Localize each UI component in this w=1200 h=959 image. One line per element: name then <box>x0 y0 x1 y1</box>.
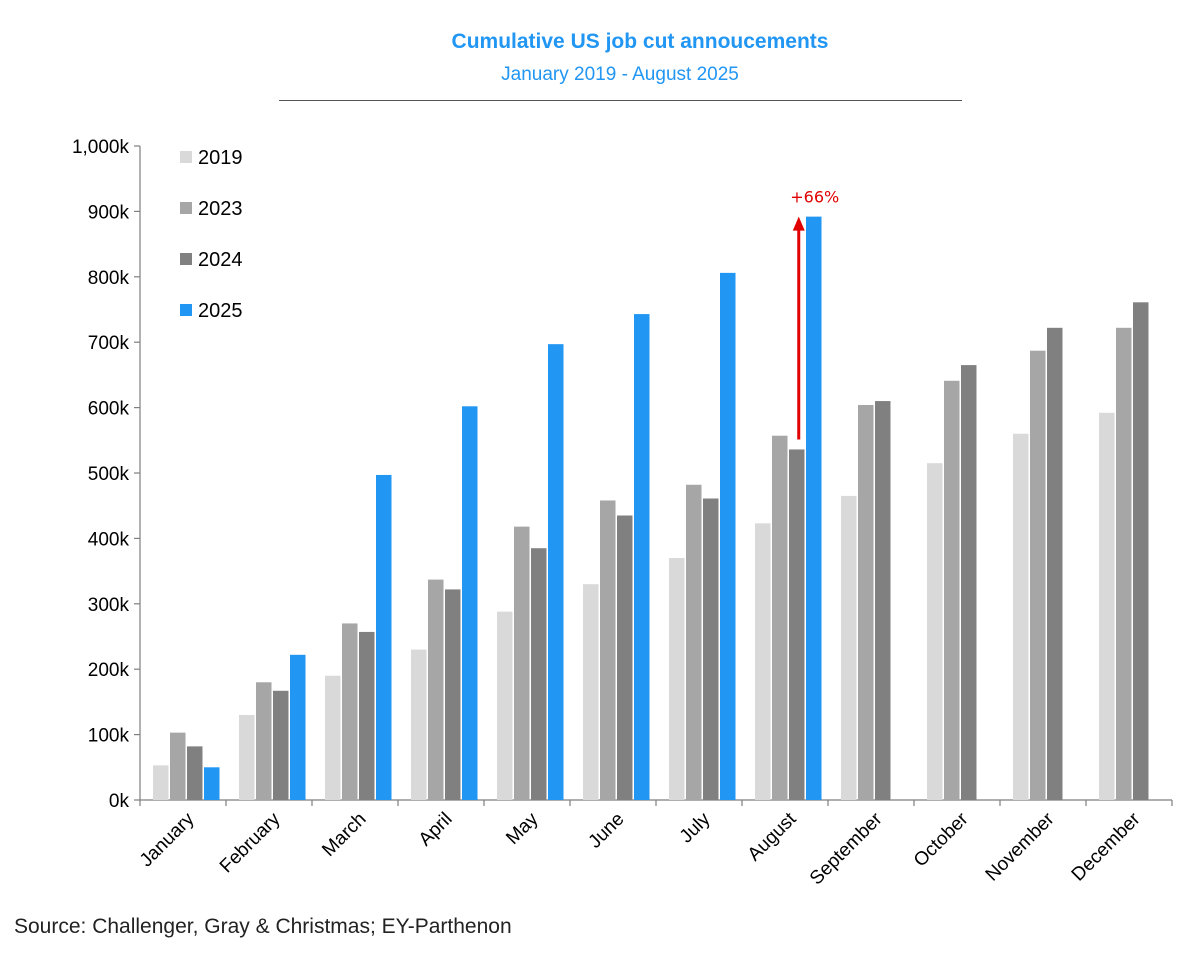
bar <box>462 406 478 800</box>
y-tick-label: 1,000k <box>72 137 130 158</box>
legend-label: 2025 <box>198 300 243 322</box>
x-tick-label: September <box>806 808 887 889</box>
bar-series-2025 <box>204 216 822 801</box>
x-tick-label: April <box>415 809 457 851</box>
bar <box>342 623 358 800</box>
legend-label: 2023 <box>198 198 243 220</box>
bar <box>376 474 392 800</box>
legend-swatch <box>180 304 192 316</box>
bar <box>514 526 530 800</box>
chart-subtitle: January 2019 - August 2025 <box>501 64 739 85</box>
legend-label: 2019 <box>198 147 243 169</box>
bar <box>1030 350 1046 800</box>
bar <box>256 682 272 800</box>
chart-title: Cumulative US job cut annoucements <box>451 30 829 53</box>
bar <box>944 380 960 800</box>
x-tick-label: February <box>216 808 285 877</box>
x-tick-label: March <box>318 809 370 861</box>
annotation-label: +66% <box>790 188 839 207</box>
bar <box>755 523 771 800</box>
bar <box>617 515 633 800</box>
x-tick-label: August <box>744 808 801 865</box>
bar <box>634 314 650 800</box>
bar <box>720 272 736 801</box>
y-tick-label: 900k <box>88 202 130 223</box>
bar <box>583 584 599 800</box>
legend-swatch <box>180 253 192 265</box>
y-tick-label: 800k <box>88 268 130 289</box>
bar <box>686 484 702 800</box>
bar <box>703 498 719 800</box>
bar <box>187 746 203 800</box>
legend-label: 2024 <box>198 249 243 271</box>
y-tick-label: 700k <box>88 333 130 354</box>
source-note: Source: Challenger, Gray & Christmas; EY… <box>14 915 512 938</box>
x-tick-label: January <box>136 808 199 871</box>
bar <box>204 767 220 800</box>
y-tick-label: 100k <box>88 726 130 747</box>
x-tick-label: May <box>502 808 543 849</box>
y-tick-label: 300k <box>88 595 130 616</box>
bar <box>273 690 289 800</box>
x-tick-label: October <box>910 808 973 871</box>
annotation-arrow-head <box>792 216 805 231</box>
title-divider <box>279 100 962 101</box>
bar-series-2023 <box>170 327 1132 800</box>
bar <box>772 435 788 800</box>
bar <box>1013 433 1029 800</box>
bar <box>153 765 169 800</box>
bar <box>806 216 822 800</box>
bar <box>290 654 306 800</box>
legend-swatch <box>180 151 192 163</box>
bar <box>789 449 805 800</box>
y-tick-label: 400k <box>88 529 130 550</box>
x-tick-label: December <box>1068 808 1145 885</box>
legend: 2019 2023 2024 2025 <box>180 147 243 322</box>
bar <box>669 558 685 800</box>
x-tick-label: November <box>982 808 1059 885</box>
bar <box>841 495 857 800</box>
bar <box>359 631 375 800</box>
bar <box>239 714 255 800</box>
bar <box>1133 302 1149 800</box>
y-tick-label: 500k <box>88 464 130 485</box>
bar <box>497 611 513 800</box>
bar <box>1116 327 1132 800</box>
bar-series-2019 <box>153 412 1115 800</box>
x-axis: January February March April May June July Augu… <box>136 799 1173 889</box>
y-tick-label: 0k <box>109 791 130 812</box>
legend-swatch <box>180 202 192 214</box>
bar <box>927 463 943 800</box>
y-axis: 0k 100k 200k 300k 400k 500k 600k 700k 800k 900k 1,… <box>72 137 141 812</box>
bar <box>1099 412 1115 800</box>
bar-series-2024 <box>187 302 1149 800</box>
bar <box>858 404 874 800</box>
bar <box>411 649 427 800</box>
x-tick-label: June <box>585 809 629 853</box>
bar <box>548 344 564 800</box>
bar <box>1047 327 1063 800</box>
y-tick-label: 600k <box>88 399 130 420</box>
bar <box>428 579 444 800</box>
bar <box>600 500 616 800</box>
bar <box>531 548 547 800</box>
bar <box>875 401 891 800</box>
x-tick-label: July <box>676 808 715 847</box>
bar-series-group <box>153 216 1149 801</box>
bar <box>961 365 977 800</box>
bar <box>445 589 461 800</box>
growth-annotation: +66% <box>790 188 839 440</box>
bar <box>170 732 186 800</box>
bar <box>325 675 341 800</box>
y-tick-label: 200k <box>88 660 130 681</box>
